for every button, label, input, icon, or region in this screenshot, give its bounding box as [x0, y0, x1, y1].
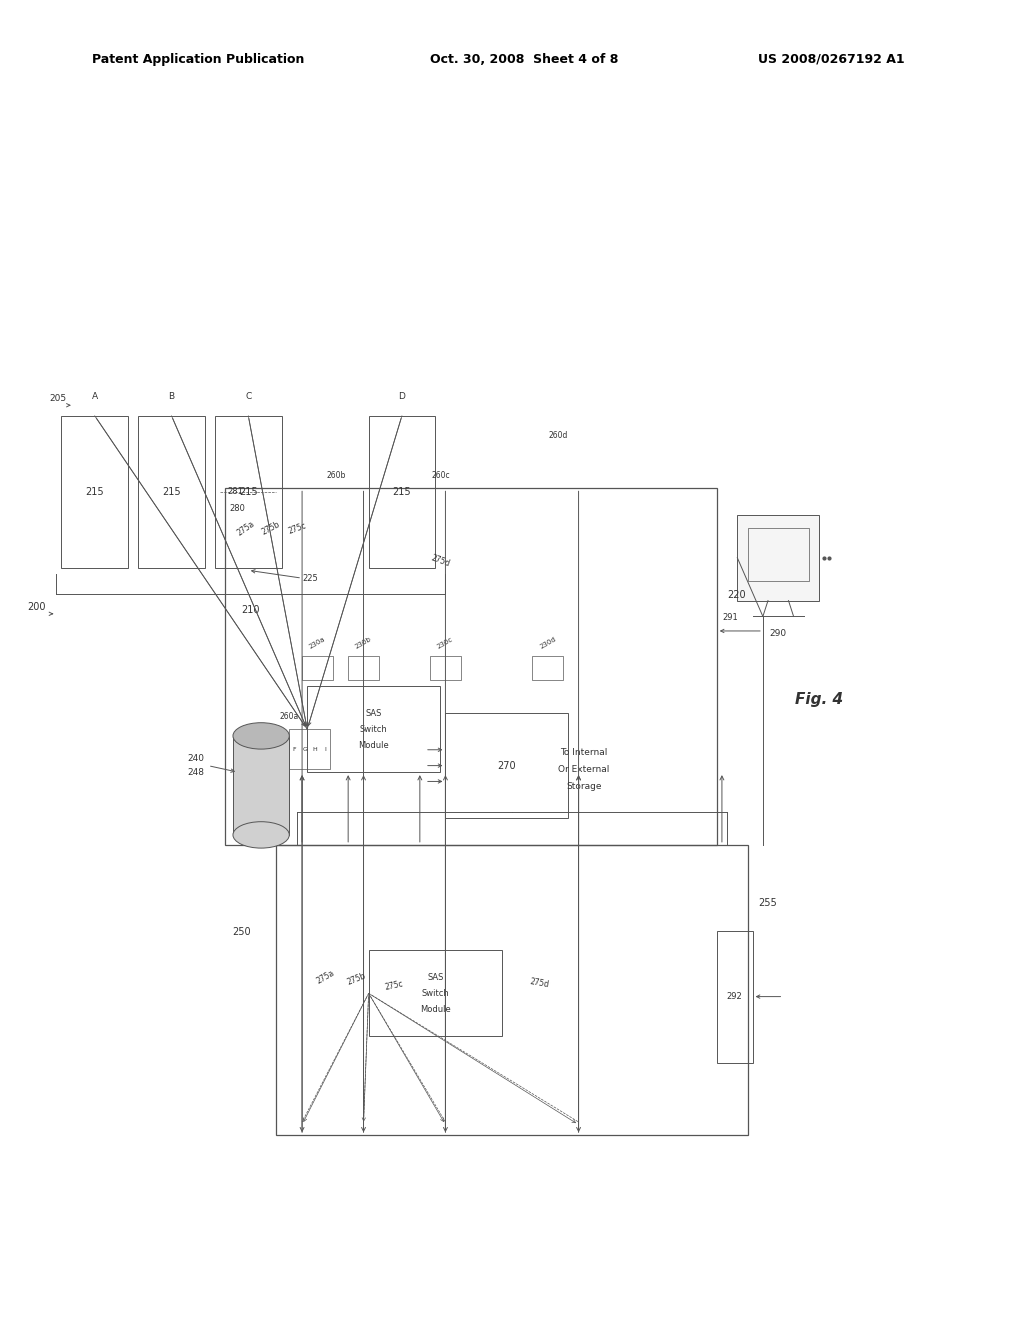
Bar: [430, 656, 461, 680]
Text: 260a: 260a: [279, 711, 298, 721]
Text: B: B: [169, 392, 174, 400]
Text: Storage: Storage: [566, 783, 601, 791]
Text: SAS: SAS: [427, 973, 443, 982]
Text: 290: 290: [770, 630, 786, 638]
Text: 281: 281: [227, 487, 244, 495]
Bar: [445, 713, 568, 818]
Text: 225: 225: [302, 574, 317, 582]
Text: 255: 255: [758, 898, 776, 908]
Text: 230a: 230a: [308, 636, 327, 649]
Text: 280: 280: [229, 504, 246, 512]
Bar: [233, 735, 290, 834]
Text: 275b: 275b: [261, 520, 282, 536]
Text: SAS: SAS: [366, 709, 382, 718]
Text: 230c: 230c: [436, 636, 455, 649]
Text: US 2008/0267192 A1: US 2008/0267192 A1: [758, 53, 904, 66]
Text: D: D: [398, 392, 406, 400]
Text: 275a: 275a: [315, 968, 336, 986]
Text: 215: 215: [392, 487, 412, 496]
Bar: [532, 656, 563, 680]
Text: To Internal: To Internal: [560, 748, 607, 756]
Text: 270: 270: [498, 760, 516, 771]
Text: 230d: 230d: [539, 636, 557, 649]
Text: 205: 205: [49, 395, 67, 403]
Text: 200: 200: [28, 602, 46, 612]
Bar: [225, 488, 717, 845]
Bar: [215, 416, 282, 568]
Text: F: F: [293, 747, 296, 751]
Text: Switch: Switch: [421, 989, 450, 998]
Bar: [276, 845, 748, 1135]
Bar: [348, 656, 379, 680]
Bar: [307, 686, 440, 772]
Text: Oct. 30, 2008  Sheet 4 of 8: Oct. 30, 2008 Sheet 4 of 8: [430, 53, 618, 66]
Text: 215: 215: [85, 487, 104, 496]
Text: I: I: [325, 747, 326, 751]
Text: Module: Module: [358, 741, 389, 750]
Bar: [737, 515, 819, 601]
Bar: [138, 416, 205, 568]
Text: 220: 220: [727, 590, 745, 601]
Text: 260d: 260d: [549, 432, 567, 440]
Text: 210: 210: [242, 605, 260, 615]
Text: 275c: 275c: [384, 979, 404, 993]
Bar: [61, 416, 128, 568]
Text: 291: 291: [722, 614, 737, 622]
Bar: [302, 656, 333, 680]
Text: A: A: [92, 392, 97, 400]
Text: 250: 250: [232, 927, 251, 937]
Ellipse shape: [233, 722, 290, 750]
Text: Or External: Or External: [558, 766, 609, 774]
Text: 260b: 260b: [327, 471, 345, 479]
Ellipse shape: [233, 821, 290, 847]
Text: 275d: 275d: [529, 977, 550, 990]
Text: 275c: 275c: [287, 520, 307, 536]
Text: C: C: [245, 392, 252, 400]
Text: 292: 292: [727, 993, 742, 1001]
Text: G: G: [302, 747, 307, 751]
Bar: [369, 950, 502, 1036]
Text: 275a: 275a: [236, 519, 256, 537]
Text: 275b: 275b: [346, 972, 367, 987]
Bar: [717, 931, 753, 1063]
Text: H: H: [312, 747, 317, 751]
Text: 248: 248: [187, 768, 205, 776]
Text: Fig. 4: Fig. 4: [796, 692, 843, 708]
Bar: [290, 729, 330, 768]
Text: Patent Application Publication: Patent Application Publication: [92, 53, 304, 66]
Bar: [748, 528, 809, 581]
Bar: [369, 416, 435, 568]
Text: Module: Module: [420, 1005, 451, 1014]
Text: 215: 215: [239, 487, 258, 496]
Text: 240: 240: [187, 755, 205, 763]
Text: 215: 215: [162, 487, 181, 496]
Text: 230b: 230b: [354, 636, 373, 649]
Text: Switch: Switch: [359, 725, 388, 734]
Text: 275d: 275d: [430, 553, 451, 569]
Text: 260c: 260c: [431, 471, 450, 479]
